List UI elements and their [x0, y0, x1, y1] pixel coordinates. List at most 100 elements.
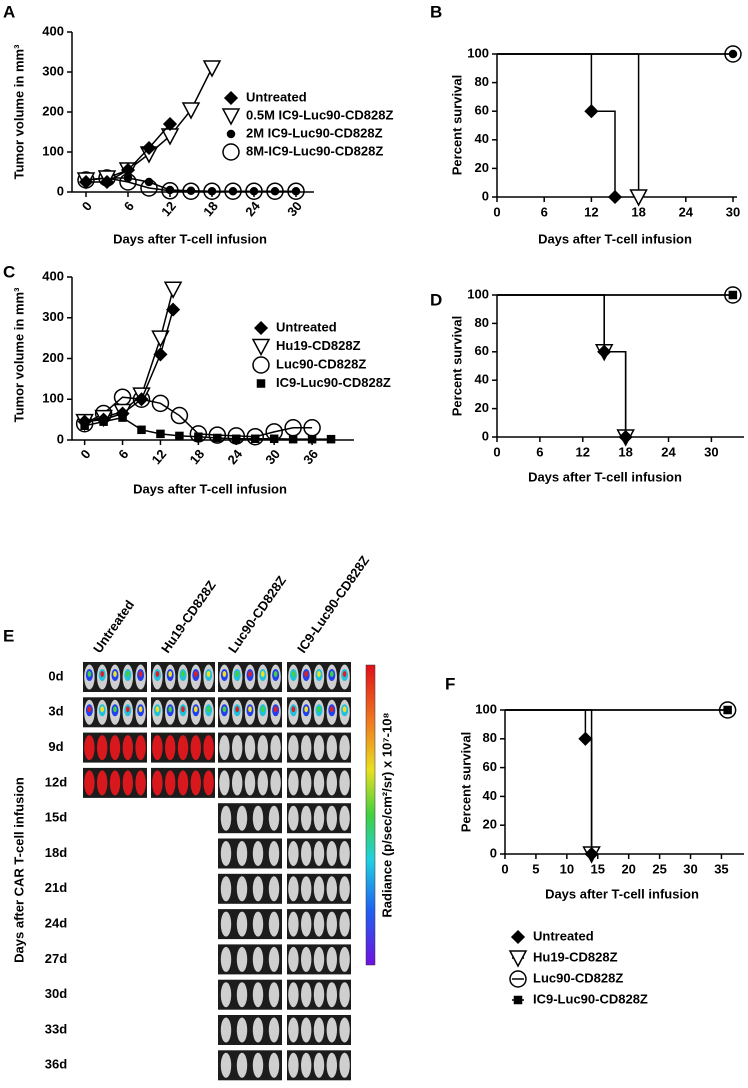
mouse	[268, 911, 280, 937]
x-tick-label: 25	[652, 861, 666, 876]
mouse	[236, 805, 248, 831]
data-point	[724, 286, 742, 304]
legend-marker	[253, 320, 269, 336]
data-point	[165, 185, 175, 195]
legend-label: 0.5M IC9-Luc90-CD828Z	[246, 107, 393, 122]
mouse	[326, 841, 337, 866]
row-label: 36d	[45, 1057, 67, 1072]
mouse	[220, 1017, 232, 1043]
x-tick-label: 6	[536, 444, 543, 459]
row-label: 30d	[45, 986, 67, 1001]
mouse	[97, 735, 108, 761]
signal	[155, 671, 160, 677]
legend-marker	[222, 143, 240, 161]
row-label: 33d	[45, 1021, 67, 1036]
y-tick-label: 100	[467, 45, 489, 60]
x-tick-label: 6	[115, 446, 131, 461]
mouse	[313, 982, 325, 1008]
y-tick-label: 100	[475, 701, 497, 716]
signal	[330, 671, 334, 677]
data-point	[718, 701, 737, 719]
signal	[342, 706, 347, 713]
legend-marker	[513, 995, 523, 1005]
signal	[194, 706, 198, 713]
signal	[248, 671, 252, 677]
x-tick-label: 30	[704, 444, 718, 459]
x-tick-label: 0	[501, 861, 508, 876]
x-tick-label: 0	[77, 446, 93, 461]
y-tick-label: 60	[475, 103, 489, 118]
column-header: Hu19-CD828Z	[158, 578, 219, 656]
mouse	[326, 1017, 337, 1043]
survival-curve	[497, 53, 616, 197]
column-header: IC9-Luc90-CD828Z	[294, 553, 372, 656]
signal	[342, 671, 347, 677]
signal	[87, 671, 92, 677]
y-tick-label: 200	[42, 103, 64, 118]
mouse	[252, 1052, 264, 1078]
mouse	[220, 1052, 232, 1078]
mouse	[313, 876, 325, 902]
mouse	[288, 982, 299, 1008]
x-axis-title: Days after T-cell infusion	[113, 231, 267, 246]
mouse	[339, 1017, 350, 1043]
mouse	[252, 982, 264, 1008]
x-tick-label: 0	[493, 444, 500, 459]
mouse	[326, 770, 337, 796]
mouse	[288, 735, 299, 761]
mouse	[220, 946, 232, 972]
data-point	[77, 414, 92, 429]
x-tick-label: 24	[242, 198, 263, 219]
y-tick-label: 40	[483, 788, 497, 803]
x-tick-label: 36	[300, 446, 321, 467]
row-label: 12d	[45, 774, 67, 789]
mouse	[109, 770, 121, 796]
survival-curve	[497, 294, 627, 437]
signal	[330, 706, 334, 713]
y-axis-title: Days after CAR T-cell infusion	[11, 777, 26, 963]
mouse	[326, 911, 337, 937]
mouse	[313, 1052, 325, 1078]
mouse	[219, 735, 230, 761]
mouse	[252, 1017, 264, 1043]
mouse	[301, 805, 312, 831]
mouse	[220, 841, 232, 866]
panel-letter: C	[3, 262, 15, 281]
data-point	[597, 344, 612, 359]
mouse	[252, 805, 264, 831]
colorbar	[365, 664, 376, 966]
mouse	[313, 841, 325, 866]
mouse	[301, 911, 312, 937]
mouse	[313, 911, 325, 937]
mouse	[165, 735, 176, 761]
y-tick-label: 60	[483, 759, 497, 774]
signal	[113, 671, 117, 677]
mouse	[252, 946, 264, 972]
mouse	[257, 770, 268, 796]
mouse	[165, 770, 176, 796]
x-tick-label: 24	[679, 204, 694, 219]
mouse	[236, 982, 248, 1008]
y-tick-label: 0	[490, 845, 497, 860]
data-point	[207, 186, 217, 196]
legend-label: Luc90-CD828Z	[276, 356, 366, 371]
mouse	[313, 1017, 325, 1043]
data-point	[584, 846, 599, 862]
x-tick-label: 15	[591, 861, 605, 876]
legend-label: 8M-IC9-Luc90-CD828Z	[246, 143, 383, 158]
legend-marker	[252, 356, 270, 374]
mouse	[288, 911, 299, 937]
y-tick-label: 0	[482, 428, 489, 443]
mouse	[177, 735, 189, 761]
signal	[87, 706, 92, 713]
y-tick-label: 80	[475, 315, 489, 330]
mouse	[177, 770, 189, 796]
mouse	[135, 770, 146, 796]
signal	[304, 671, 309, 677]
data-point	[208, 426, 227, 444]
y-tick-label: 400	[42, 268, 64, 283]
data-point	[291, 186, 301, 196]
data-point	[141, 140, 157, 156]
mouse	[270, 735, 281, 761]
colorbar-label: Radiance (p/sec/cm²/sr) x 10⁷-10⁸	[379, 712, 394, 917]
